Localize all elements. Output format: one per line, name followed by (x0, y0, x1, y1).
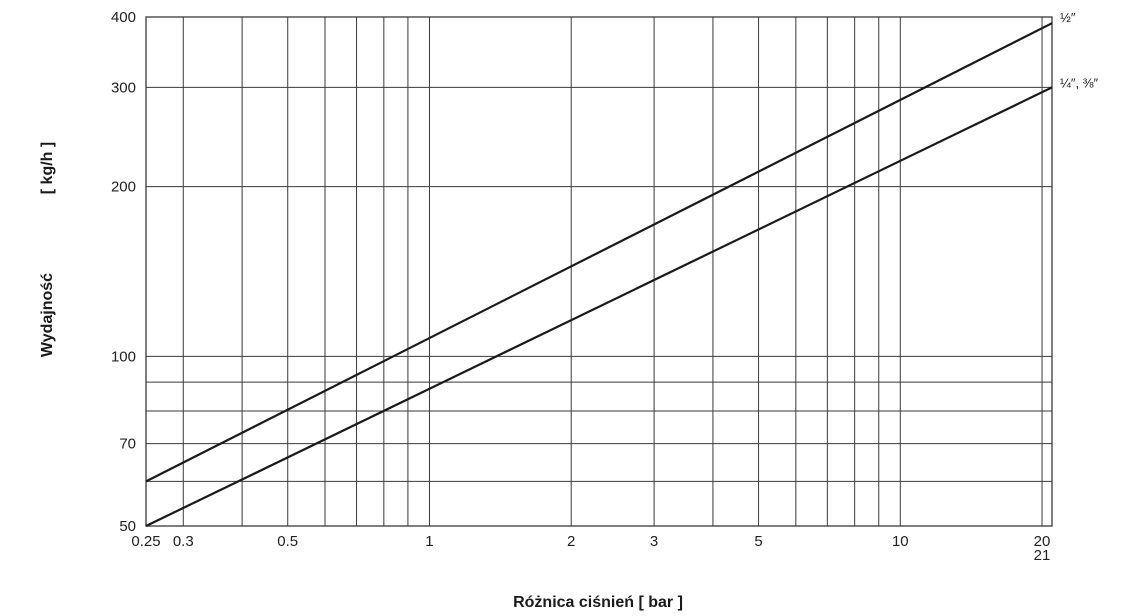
plot-frame (145, 16, 1053, 527)
y-axis-label: Wydajność (39, 273, 56, 357)
x-tick-label: 20 (1034, 533, 1051, 550)
x-tick-label: 2 (567, 533, 575, 550)
x-axis-label: Różnica ciśnień [ bar ] (513, 594, 683, 611)
series-labels: ½″ ¼″, ⅜″ (1060, 10, 1099, 90)
series-label-1: ½″ (1060, 10, 1076, 25)
grid (145, 16, 1053, 527)
series-lines (145, 22, 1053, 527)
x-tick-label: 5 (754, 533, 762, 550)
y-axis-unit: [ kg/h ] (39, 142, 56, 194)
y-tick-labels: 50 70 100 200 300 400 (111, 9, 136, 535)
y-tick-label: 400 (111, 9, 136, 26)
y-tick-label: 300 (111, 79, 136, 96)
y-tick-label: 100 (111, 348, 136, 365)
x-tick-label: 1 (425, 533, 433, 550)
x-tick-label: 0.5 (277, 533, 298, 550)
x-tick-label: 10 (892, 533, 909, 550)
y-tick-label: 50 (119, 518, 136, 535)
x-tick-label: 0.25 (131, 533, 160, 550)
series-label-2: ¼″, ⅜″ (1060, 75, 1099, 90)
x-tick-label: 21 (1034, 547, 1051, 564)
y-tick-label: 70 (119, 436, 136, 453)
y-tick-label: 200 (111, 179, 136, 196)
x-tick-label: 0.3 (173, 533, 194, 550)
series-line-2 (145, 86, 1053, 527)
series-line-1 (145, 22, 1053, 483)
x-tick-label: 3 (650, 533, 658, 550)
